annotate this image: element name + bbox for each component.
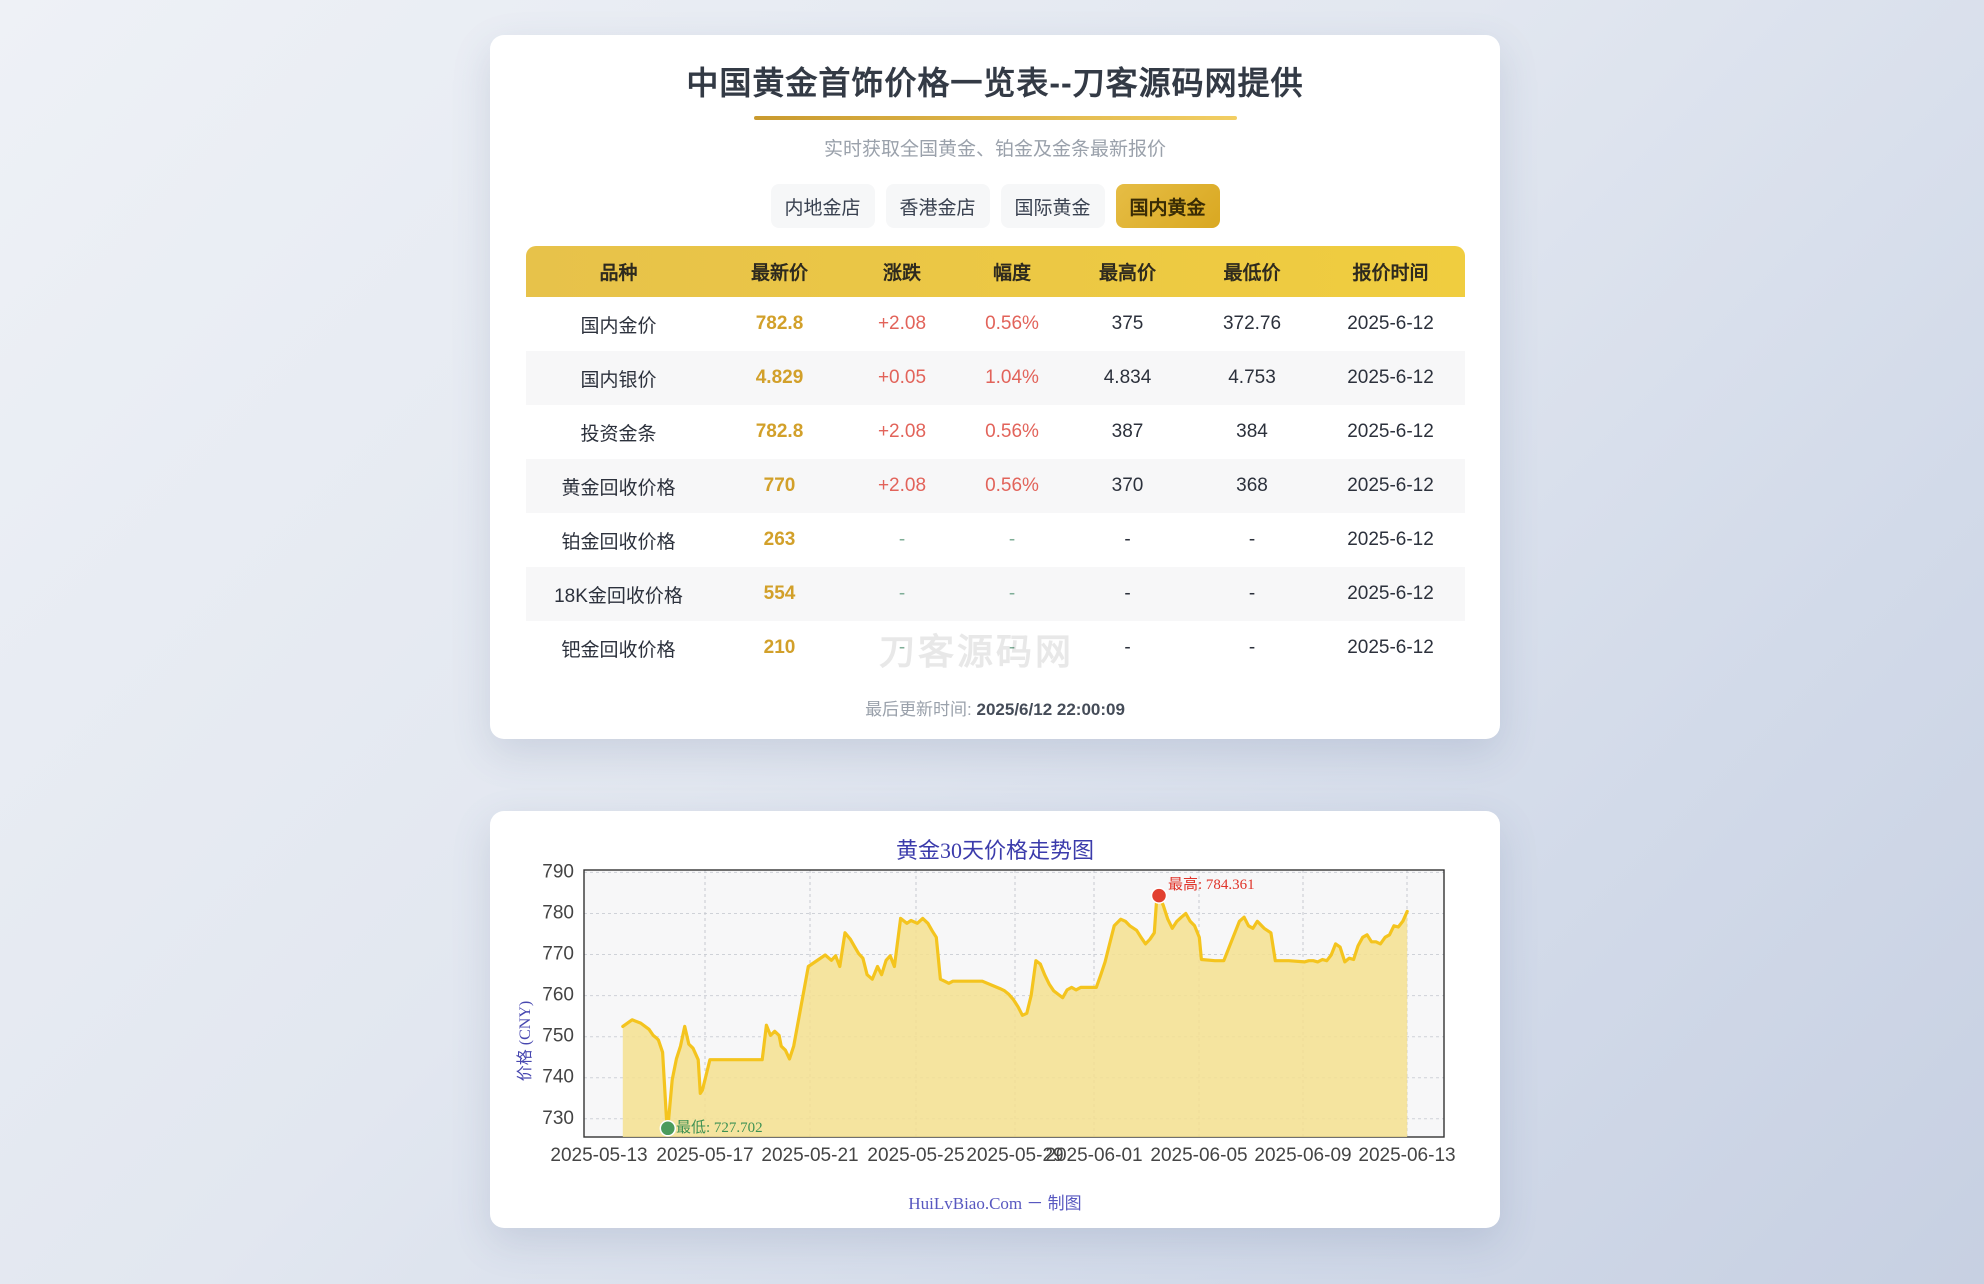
- svg-text:730: 730: [542, 1108, 574, 1129]
- svg-text:750: 750: [542, 1026, 574, 1047]
- svg-text:最高: 784.361: 最高: 784.361: [1168, 876, 1255, 893]
- svg-text:780: 780: [542, 903, 574, 924]
- svg-text:2025-06-13: 2025-06-13: [1358, 1145, 1455, 1166]
- svg-text:2025-06-01: 2025-06-01: [1045, 1145, 1142, 1166]
- svg-text:2025-05-25: 2025-05-25: [867, 1145, 964, 1166]
- svg-text:2025-05-17: 2025-05-17: [656, 1145, 753, 1166]
- svg-text:2025-05-13: 2025-05-13: [550, 1145, 647, 1166]
- svg-text:2025-06-09: 2025-06-09: [1254, 1145, 1351, 1166]
- svg-text:760: 760: [542, 985, 574, 1006]
- svg-text:790: 790: [542, 861, 574, 882]
- svg-text:价格 (CNY): 价格 (CNY): [516, 1001, 534, 1081]
- svg-text:2025-05-21: 2025-05-21: [761, 1145, 858, 1166]
- svg-text:2025-06-05: 2025-06-05: [1150, 1145, 1247, 1166]
- svg-text:740: 740: [542, 1067, 574, 1088]
- svg-text:最低: 727.702: 最低: 727.702: [676, 1119, 763, 1136]
- svg-text:770: 770: [542, 944, 574, 965]
